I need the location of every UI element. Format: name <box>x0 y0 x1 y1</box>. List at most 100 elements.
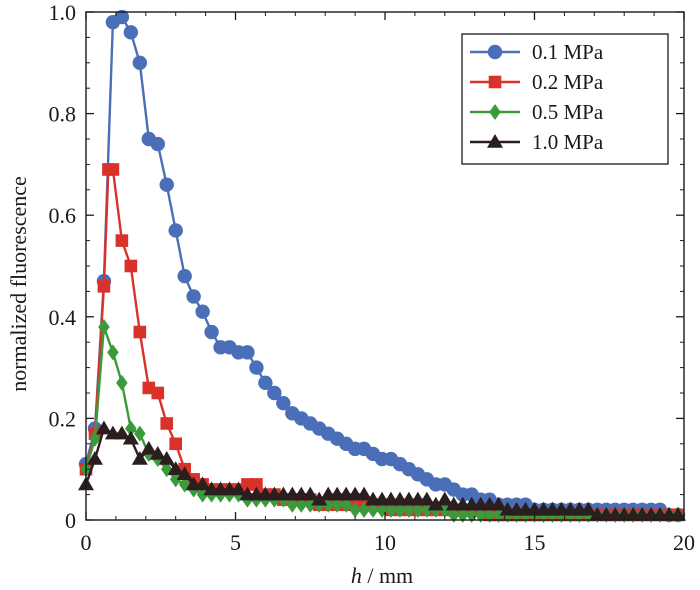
x-tick-label: 20 <box>673 530 695 555</box>
data-point <box>302 486 319 501</box>
data-point <box>286 496 299 513</box>
data-point <box>97 280 111 293</box>
legend-marker <box>487 134 503 148</box>
data-point <box>158 451 175 465</box>
legend-label: 0.1 MPa <box>532 40 604 64</box>
legend-entry: 1.0 MPa <box>470 130 604 154</box>
series-layer <box>78 9 687 523</box>
data-point <box>436 491 453 506</box>
data-point <box>132 55 148 70</box>
y-tick-label: 0.4 <box>49 305 77 330</box>
data-point <box>160 417 174 430</box>
data-point <box>122 430 139 445</box>
y-tick-label: 1.0 <box>49 0 77 25</box>
legend-label: 1.0 MPa <box>532 130 604 154</box>
data-point <box>311 491 328 506</box>
data-point <box>276 395 291 411</box>
data-point <box>670 506 687 521</box>
data-point <box>418 491 435 506</box>
x-tick-label: 5 <box>230 530 241 555</box>
axes-layer: 0 5 10 15 20 0 0.2 0.4 0.6 0.8 1.0 <box>49 0 696 555</box>
data-point <box>421 501 433 518</box>
data-point <box>176 466 193 481</box>
data-point <box>295 496 308 513</box>
data-point <box>149 445 166 460</box>
legend-marker <box>489 104 501 120</box>
data-point <box>448 506 460 523</box>
data-point <box>169 471 182 488</box>
legend-entry: 0.1 MPa <box>470 40 604 64</box>
x-axis-title-var: h <box>351 563 362 588</box>
data-point <box>580 501 597 516</box>
data-point <box>95 420 112 435</box>
y-tick-label: 0.8 <box>49 102 77 127</box>
data-point <box>133 325 147 339</box>
legend-label: 0.5 MPa <box>532 100 604 124</box>
data-point <box>150 136 165 152</box>
data-point <box>159 177 174 192</box>
data-point <box>340 496 352 513</box>
data-point <box>204 324 219 340</box>
data-point <box>331 496 343 513</box>
data-point <box>167 461 184 475</box>
y-tick-label: 0 <box>65 508 76 533</box>
data-point <box>115 234 129 247</box>
data-point <box>177 268 192 284</box>
data-point <box>151 386 165 400</box>
data-point <box>123 25 139 40</box>
legend-label: 0.2 MPa <box>532 70 604 94</box>
y-tick-label: 0.2 <box>49 406 77 431</box>
data-point <box>385 501 397 518</box>
data-point <box>367 501 379 518</box>
data-point <box>240 345 255 360</box>
data-point <box>186 289 201 304</box>
data-point <box>113 425 130 440</box>
data-point <box>169 437 182 451</box>
data-point <box>114 9 130 25</box>
data-point <box>394 501 406 518</box>
x-axis-title-unit: / mm <box>362 563 413 588</box>
y-tick-label: 0.6 <box>49 203 77 228</box>
data-point <box>106 163 120 176</box>
legend-marker <box>487 44 503 60</box>
data-point <box>249 360 264 375</box>
data-point <box>267 385 282 401</box>
legend-marker <box>488 75 502 89</box>
data-point <box>116 374 128 391</box>
data-point <box>230 481 247 496</box>
data-point <box>403 501 415 518</box>
data-point <box>322 496 334 513</box>
data-point <box>195 304 210 319</box>
legend: 0.1 MPa 0.2 MPa 0.5 MPa 1.0 MPa <box>461 33 669 165</box>
data-point <box>258 375 273 391</box>
x-axis-title: h / mm <box>351 563 413 588</box>
data-point <box>427 496 444 511</box>
data-point <box>89 430 101 447</box>
data-point <box>131 451 148 465</box>
series-1-0-mpa <box>78 420 687 521</box>
data-point <box>492 506 505 523</box>
data-point <box>356 486 373 501</box>
x-tick-label: 10 <box>374 530 396 555</box>
data-point <box>168 223 183 238</box>
y-axis-title: normalized fluorescence <box>6 176 31 392</box>
legend-entry: 0.5 MPa <box>470 100 604 124</box>
series-line <box>84 325 678 517</box>
data-point <box>412 501 424 518</box>
data-point <box>304 496 317 513</box>
data-point <box>456 506 469 523</box>
data-point <box>474 506 487 523</box>
x-tick-label: 15 <box>524 530 546 555</box>
data-point <box>483 506 496 523</box>
data-point <box>134 425 146 442</box>
data-point <box>86 451 103 465</box>
data-point <box>196 486 209 503</box>
x-tick-label: 0 <box>81 530 92 555</box>
data-point <box>349 501 361 518</box>
data-point <box>194 476 211 491</box>
data-point <box>124 259 138 273</box>
data-point <box>140 440 157 455</box>
data-point <box>490 496 507 511</box>
legend-entry: 0.2 MPa <box>470 70 604 94</box>
